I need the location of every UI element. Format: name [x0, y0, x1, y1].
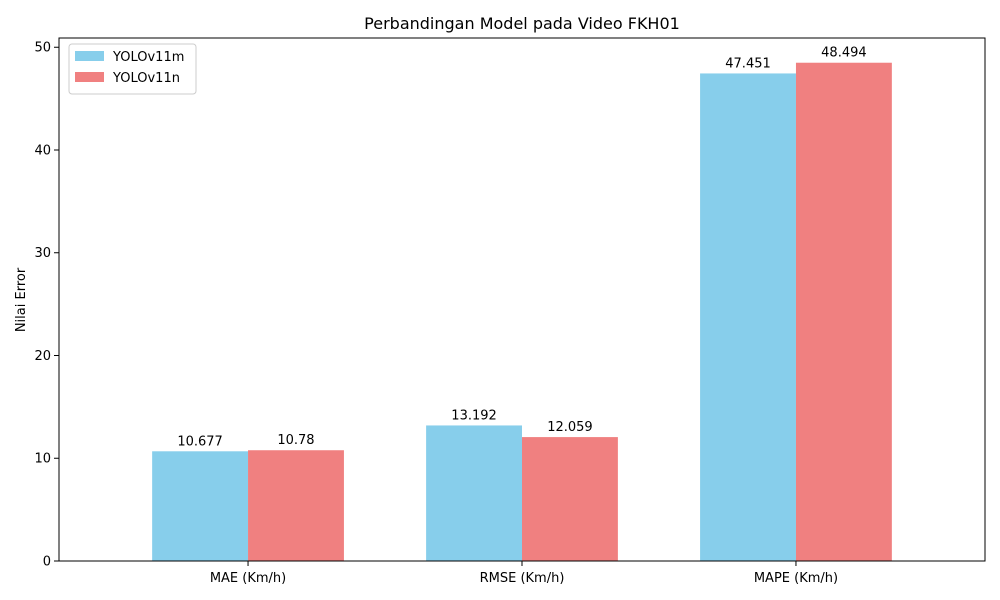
legend-label-yolov11m: YOLOv11m	[112, 50, 184, 65]
y-tick-label-5: 50	[34, 41, 51, 56]
y-tick-label-1: 10	[34, 452, 51, 467]
bar-yolov11n-0	[248, 450, 344, 561]
data-label-yolov11m-1: 13.192	[451, 408, 497, 423]
plot-frame	[58, 37, 986, 562]
data-label-yolov11m-0: 10.677	[177, 434, 223, 449]
x-axis-ticks: MAE (Km/h) RMSE (Km/h) MAPE (Km/h)	[210, 561, 838, 586]
bar-yolov11m-0	[152, 451, 249, 561]
legend: YOLOv11m YOLOv11n	[68, 43, 197, 95]
bar-yolov11n-2	[795, 62, 892, 561]
data-label-yolov11n-0: 10.78	[277, 433, 314, 448]
bar-yolov11m-1	[426, 425, 522, 561]
y-axis-label: Nilai Error	[14, 267, 29, 332]
bar-yolov11m-2	[700, 73, 796, 561]
bars-group	[152, 62, 892, 561]
data-labels-group: 10.677 13.192 47.451 10.78 12.059 48.494	[177, 46, 866, 450]
y-tick-label-4: 40	[34, 143, 51, 158]
y-tick-label-2: 20	[34, 349, 51, 364]
legend-label-yolov11n: YOLOv11n	[112, 71, 180, 86]
legend-swatch-yolov11n	[75, 72, 104, 82]
data-label-yolov11n-1: 12.059	[547, 420, 593, 435]
x-tick-label-2: MAPE (Km/h)	[754, 571, 838, 586]
y-axis-ticks: 0 10 20 30 40 50	[34, 41, 59, 570]
data-label-yolov11n-2: 48.494	[821, 46, 867, 61]
chart-title: Perbandingan Model pada Video FKH01	[364, 14, 680, 33]
x-tick-label-0: MAE (Km/h)	[210, 571, 286, 586]
x-tick-label-1: RMSE (Km/h)	[480, 571, 565, 586]
y-tick-label-0: 0	[43, 555, 51, 570]
data-label-yolov11m-2: 47.451	[725, 56, 771, 71]
bar-yolov11n-1	[522, 437, 618, 561]
legend-swatch-yolov11m	[75, 51, 104, 61]
y-tick-label-3: 30	[34, 246, 51, 261]
